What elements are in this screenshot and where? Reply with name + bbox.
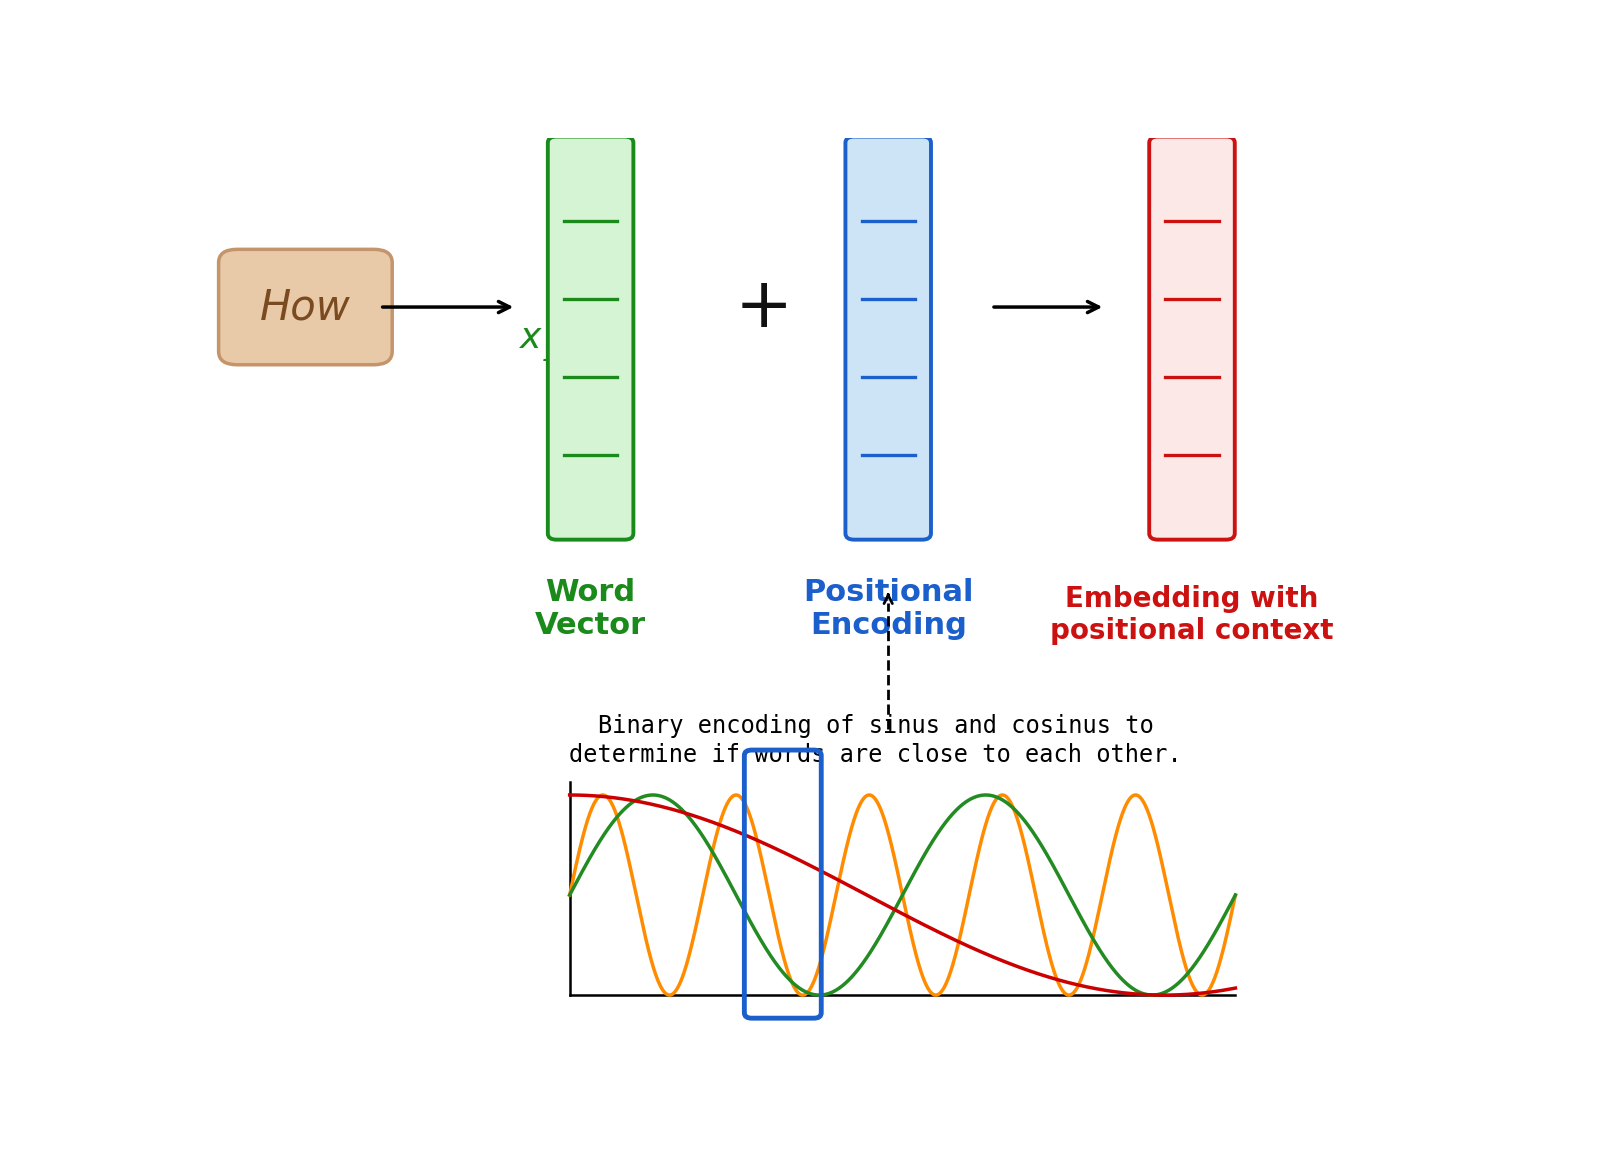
FancyBboxPatch shape <box>219 249 392 364</box>
FancyBboxPatch shape <box>547 136 634 540</box>
Text: determine if words are close to each other.: determine if words are close to each oth… <box>570 743 1182 767</box>
Text: Word
Vector: Word Vector <box>534 578 646 640</box>
Text: Embedding with
positional context: Embedding with positional context <box>1050 585 1334 646</box>
Text: Positional
Encoding: Positional Encoding <box>803 578 973 640</box>
Text: x: x <box>520 322 541 355</box>
Text: How: How <box>261 286 350 329</box>
Text: Binary encoding of sinus and cosinus to: Binary encoding of sinus and cosinus to <box>598 714 1154 738</box>
FancyBboxPatch shape <box>1149 136 1235 540</box>
FancyBboxPatch shape <box>845 136 931 540</box>
Text: 1: 1 <box>542 342 558 367</box>
Text: +: + <box>734 273 794 340</box>
